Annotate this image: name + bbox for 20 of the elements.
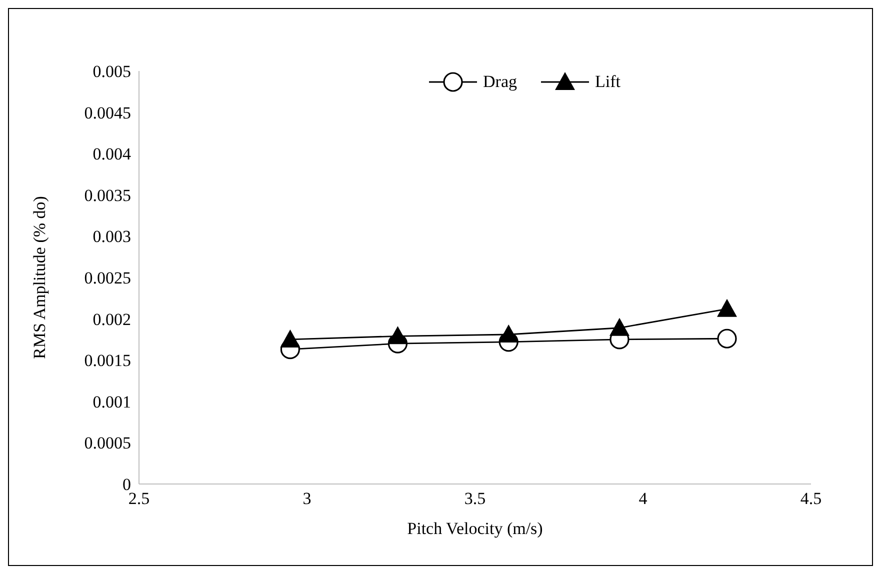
y-axis-title: RMS Amplitude (% do) <box>30 196 50 359</box>
y-tick-label: 0.0005 <box>84 434 131 453</box>
x-tick-label: 2.5 <box>128 489 150 508</box>
x-tick-label: 4.5 <box>800 489 822 508</box>
y-tick-label: 0.0035 <box>84 186 131 205</box>
y-tick-label: 0.0025 <box>84 268 131 288</box>
x-tick-label: 3 <box>302 489 312 508</box>
x-tick-label: 3.5 <box>464 489 486 508</box>
x-axis-title: Pitch Velocity (m/s) <box>407 519 543 538</box>
y-tick-label: 0.001 <box>92 392 131 412</box>
y-tick-label: 0.005 <box>92 62 131 82</box>
y-tick-label: 0.0015 <box>84 351 131 370</box>
y-tick-label: 0.004 <box>92 144 132 164</box>
y-tick-label: 0.0045 <box>84 103 131 122</box>
legend-label: Drag <box>483 72 517 92</box>
y-tick-label: 0.002 <box>92 310 131 329</box>
y-tick-label: 0.003 <box>92 227 131 246</box>
x-tick-label: 4 <box>638 489 648 508</box>
y-tick-label: 0 <box>122 475 131 494</box>
legend-label: Lift <box>594 72 620 92</box>
